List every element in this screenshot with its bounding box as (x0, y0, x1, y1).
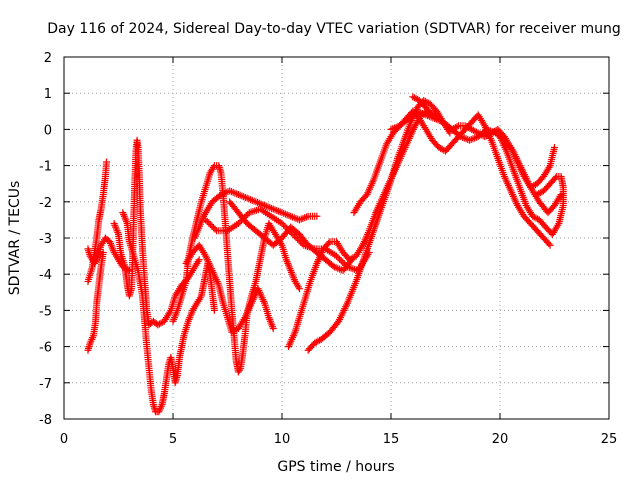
series-sat-i (202, 205, 373, 275)
data-point (295, 285, 303, 293)
y-tick-label: -4 (39, 268, 52, 283)
data-point (325, 239, 333, 247)
series-sat-c (84, 248, 107, 354)
data-point (203, 217, 211, 225)
data-point (202, 216, 210, 224)
data-point (551, 144, 558, 151)
data-point (206, 221, 214, 229)
y-tick-label: -1 (39, 160, 52, 175)
data-point (103, 158, 111, 166)
plot-frame (63, 56, 610, 420)
series-sat-g (182, 241, 277, 336)
x-tick-label: 0 (60, 432, 68, 447)
data-point (532, 214, 540, 222)
data-point (535, 190, 543, 198)
data-point (337, 257, 345, 265)
y-axis-title: SDTVAR / TECUs (7, 181, 23, 296)
data-point (236, 218, 244, 226)
series-sat-k (285, 107, 439, 351)
data-points (84, 93, 567, 416)
data-point (334, 254, 342, 262)
data-point (234, 220, 242, 228)
series-sat-h (191, 187, 321, 242)
x-tick-label: 20 (492, 432, 509, 447)
data-point (533, 191, 541, 199)
data-point (157, 319, 165, 327)
data-point (412, 95, 420, 103)
y-tick-label: 1 (44, 87, 52, 102)
y-tick-label: -8 (39, 413, 52, 428)
axis-ticks: 0 5 10 15 20 25 -8 -7 -6 -5 -4 -3 -2 -1 0 1 2 (39, 51, 617, 447)
x-axis-title: GPS time / hours (277, 459, 394, 475)
series-sat-l (304, 96, 454, 354)
data-point (313, 212, 321, 220)
data-point (545, 240, 553, 248)
y-tick-label: -3 (39, 232, 52, 247)
data-point (339, 258, 347, 266)
data-point (336, 255, 344, 263)
data-point (536, 189, 544, 197)
data-point (289, 230, 297, 238)
data-point (205, 219, 213, 227)
y-tick-label: -2 (39, 196, 52, 211)
data-point (280, 221, 288, 229)
data-point (99, 248, 107, 256)
series-sat-p (496, 133, 567, 238)
x-tick-label: 10 (274, 432, 291, 447)
data-point (290, 232, 298, 240)
data-point (195, 256, 203, 264)
y-tick-label: 0 (44, 123, 52, 138)
chart-title: Day 116 of 2024, Sidereal Day-to-day VTE… (47, 21, 621, 37)
data-point (546, 241, 554, 249)
data-point (209, 224, 217, 232)
data-point (210, 306, 218, 314)
data-point (333, 252, 340, 260)
x-tick-label: 25 (601, 432, 618, 447)
series-sat-o (409, 93, 558, 191)
data-point (245, 209, 253, 217)
data-point (453, 123, 461, 131)
grid (64, 57, 609, 419)
y-tick-label: -7 (39, 377, 52, 392)
data-point (251, 207, 259, 215)
data-point (269, 325, 277, 332)
data-point (278, 220, 286, 228)
series-sat-a (84, 158, 111, 285)
y-tick-label: -6 (39, 341, 52, 356)
series-sat-b (84, 234, 133, 275)
data-point (211, 225, 219, 233)
data-point (349, 265, 357, 273)
x-tick-label: 5 (169, 432, 177, 447)
data-point (208, 222, 216, 230)
y-tick-label: 2 (44, 51, 52, 66)
y-tick-label: -5 (39, 304, 52, 319)
x-tick-label: 15 (383, 432, 400, 447)
series-sat-j (226, 198, 356, 275)
